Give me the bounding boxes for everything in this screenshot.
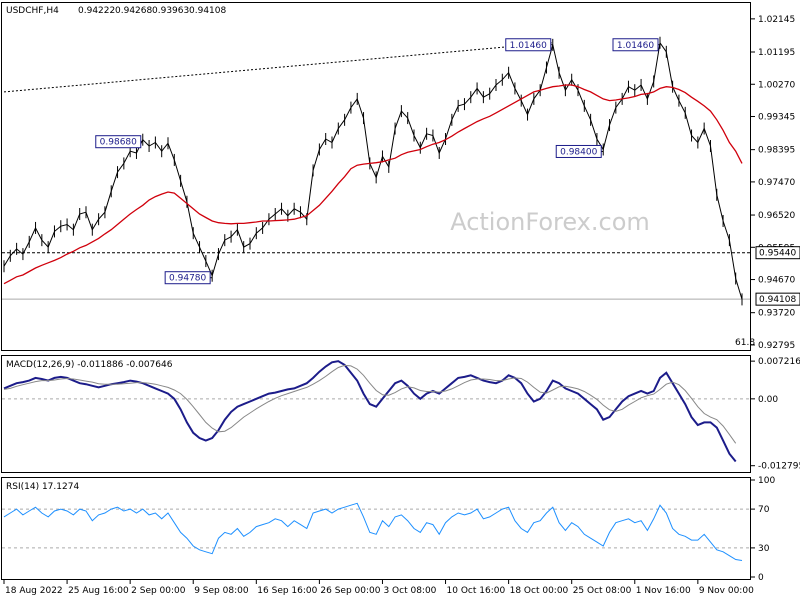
- last-price-tag-box: [755, 292, 800, 306]
- annotation-label: 0.98400: [560, 147, 597, 157]
- watermark-text: ActionForex.com: [450, 208, 650, 236]
- level-price-tag-box: [755, 246, 800, 260]
- x-tick-label: 26 Sep 00:00: [320, 586, 380, 596]
- time-axis: 18 Aug 2022 25 Aug 16:00 2 Sep 00:00 9 Sep …: [3, 579, 754, 596]
- x-tick-label: 10 Oct 16:00: [447, 586, 506, 596]
- macd-y-tick-label: 0.007216: [758, 357, 800, 367]
- macd-signal-line: [3, 364, 737, 444]
- rsi-y-tick-label: 30: [758, 544, 770, 554]
- x-tick-label: 1 Nov 16:00: [636, 586, 691, 596]
- annotation-box: [555, 144, 602, 158]
- annotation-label: 0.98680: [100, 138, 137, 148]
- price-y-tick-label: 1.00270: [758, 80, 795, 90]
- ohlc-high: 0.94268: [115, 6, 152, 16]
- price-y-tick-label: 0.98395: [758, 146, 795, 156]
- price-y-tick-label: 0.93720: [758, 309, 795, 319]
- macd-y-tick-label: -0.012795: [758, 462, 800, 472]
- price-y-tick-label: 0.92795: [758, 341, 795, 351]
- fib-label: 61.8: [735, 338, 755, 348]
- ohlc-low: 0.93963: [152, 6, 189, 16]
- ohlc-close: 0.94108: [189, 6, 226, 16]
- rsi-y-axis: 100 70 30 0: [750, 476, 775, 583]
- x-tick-label: 18 Aug 2022: [5, 586, 63, 596]
- price-y-tick-label: 0.94670: [758, 276, 795, 286]
- price-annotations: 0.98680 0.94780 1.01460 0.98400 1.01460: [95, 38, 660, 285]
- rsi-plot-area: [2, 502, 750, 561]
- x-tick-label: 3 Oct 08:00: [383, 586, 436, 596]
- price-y-tick-label: 0.96520: [758, 211, 795, 221]
- price-y-tick-label: 1.02145: [758, 15, 795, 25]
- annotation-box: [612, 38, 659, 52]
- x-tick-label: 25 Aug 16:00: [68, 586, 129, 596]
- x-tick-label: 9 Sep 08:00: [194, 586, 249, 596]
- x-tick-label: 16 Sep 16:00: [257, 586, 317, 596]
- macd-label: MACD(12,26,9) -0.011886 -0.007646: [6, 360, 173, 370]
- price-y-tick-label: 0.97470: [758, 178, 795, 188]
- macd-line: [3, 360, 737, 463]
- macd-plot-area: [2, 360, 750, 463]
- rsi-label: RSI(14) 17.1274: [6, 482, 79, 492]
- rsi-panel-frame: [1, 477, 751, 580]
- x-tick-label: 18 Oct 00:00: [510, 586, 569, 596]
- rsi-y-tick-label: 70: [758, 505, 770, 515]
- annotation-box: [95, 135, 142, 149]
- ohlc-open: 0.94222: [78, 6, 115, 16]
- moving-average-line: [3, 84, 743, 285]
- x-tick-label: 25 Oct 08:00: [573, 586, 632, 596]
- x-tick-label: 9 Nov 00:00: [699, 586, 754, 596]
- symbol-label: USDCHF,H4: [6, 6, 59, 16]
- last-price-tag: 0.94108: [759, 295, 796, 305]
- level-price-tag: 0.95440: [759, 249, 796, 259]
- price-y-tick-label: 0.99345: [758, 113, 795, 123]
- price-y-axis: 1.02145 1.01195 1.00270 0.99345 0.98395 0.974…: [750, 15, 800, 351]
- annotation-box: [505, 38, 552, 52]
- annotation-label: 1.01460: [510, 41, 547, 51]
- annotation-box: [164, 271, 211, 285]
- x-tick-label: 2 Sep 00:00: [131, 586, 186, 596]
- macd-y-tick-label: 0.00: [758, 395, 778, 405]
- annotation-label: 0.94780: [169, 274, 206, 284]
- macd-y-axis: 0.007216 0.00 -0.012795: [750, 357, 800, 472]
- rsi-y-tick-label: 100: [758, 476, 775, 486]
- rsi-y-tick-label: 0: [758, 573, 764, 583]
- price-plot-area: [2, 36, 750, 306]
- annotation-label: 1.01460: [617, 41, 654, 51]
- price-y-tick-label: 1.01195: [758, 48, 795, 58]
- rsi-line: [3, 502, 743, 561]
- price-series-line: [3, 41, 743, 300]
- macd-panel-frame: [1, 355, 751, 473]
